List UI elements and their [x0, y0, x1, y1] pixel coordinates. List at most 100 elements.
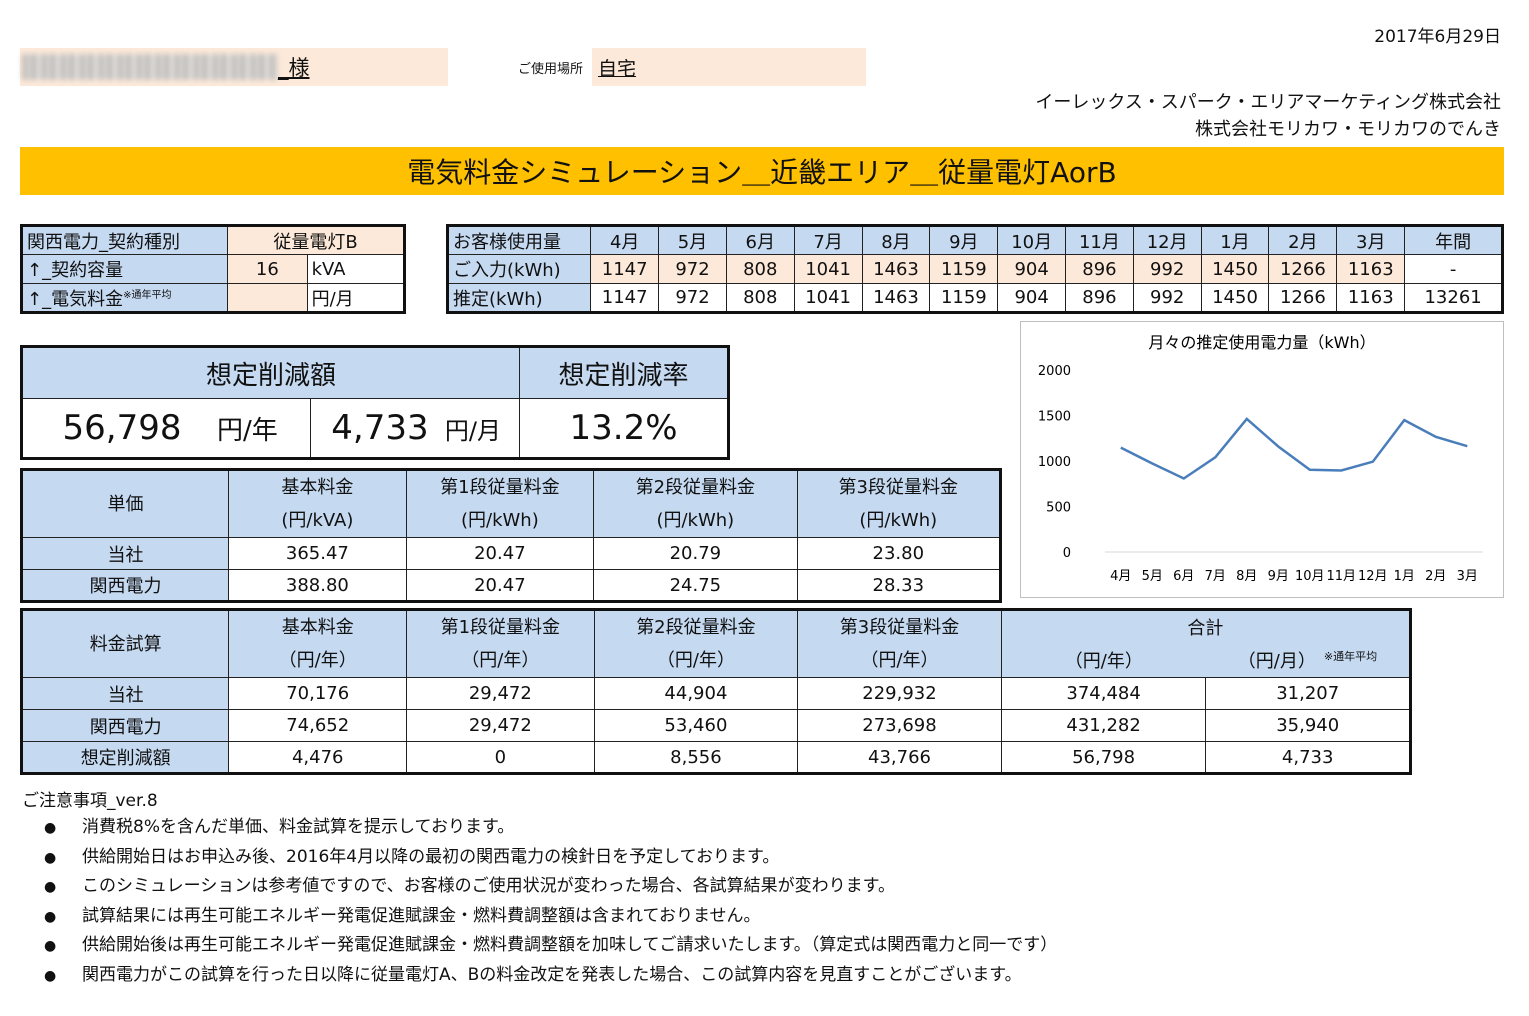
unit-price-header: 単価	[20, 469, 230, 538]
fee-total-year-unit: （円/年）	[1000, 643, 1206, 678]
company-name-1: イーレックス・スパーク・エリアマーケティング株式会社	[1035, 92, 1501, 113]
usage-estimate-cell: 1163	[1336, 283, 1406, 313]
bullet-icon: ●	[44, 908, 57, 925]
savings-yearly-unit: 円/年	[217, 416, 278, 446]
unit-price-row-label: 当社	[20, 537, 230, 570]
usage-month-header: 6月	[725, 225, 795, 255]
unit-price-cell: 20.47	[405, 537, 595, 570]
fee-col-unit: （円/年）	[656, 650, 735, 671]
fee-table: 料金試算 基本料金 （円/年） 第1段従量料金 （円/年） 第2段従量料金 （円/年）…	[20, 608, 1412, 775]
fee-col-name: 基本料金	[281, 617, 354, 638]
usage-estimate-cell: 1450	[1200, 283, 1270, 313]
usage-input-cell: 1163	[1336, 254, 1406, 284]
unit-price-col-header: 第2段従量料金 (円/kWh)	[593, 469, 798, 538]
customer-name-redacted	[22, 54, 278, 80]
unit-price-col-unit: (円/kWh)	[656, 510, 735, 531]
fee-cell: 35,940	[1205, 709, 1411, 742]
contract-capacity-label: ↑_契約容量	[20, 254, 229, 284]
usage-input-cell: 1463	[861, 254, 931, 284]
usage-input-cell: 1041	[793, 254, 863, 284]
usage-month-header: 11月	[1065, 225, 1134, 255]
usage-estimate-cell: 1041	[793, 283, 863, 313]
chart-series-line	[1120, 417, 1468, 480]
note-item: ● このシミュレーションは参考値ですので、お客様のご使用状況が変わった場合、各試算…	[44, 871, 895, 896]
note-text: 関西電力がこの試算を行った日以降に従量電灯A、Bの料金改定を発表した場合、この試…	[82, 964, 1022, 985]
contract-capacity-unit: kVA	[306, 254, 406, 284]
fee-col-name: 第2段従量料金	[636, 617, 756, 638]
place-value: 自宅	[598, 58, 637, 80]
contract-type-value: 従量電灯B	[227, 225, 405, 255]
savings-yearly-cell: 56,798 円/年	[21, 398, 311, 459]
note-text: 供給開始日はお申込み後、2016年4月以降の最初の関西電力の検針日を予定しており…	[82, 846, 780, 867]
usage-estimate-cell: 992	[1132, 283, 1202, 313]
usage-estimate-cell: 1159	[929, 283, 999, 313]
fee-cell: 31,207	[1205, 677, 1411, 710]
chart-svg: 月々の推定使用電力量（kWh） 2000 1500 1000 500 0 4月 5月 6月 7…	[1038, 333, 1483, 584]
note-text: 供給開始後は再生可能エネルギー発電促進賦課金・燃料費調整額を加味してご請求いたし…	[82, 935, 1058, 955]
usage-input-cell: 1159	[929, 254, 999, 284]
unit-price-row-label: 関西電力	[20, 569, 230, 602]
place-box	[592, 48, 866, 86]
contract-fee-label-cell: ↑_電気料金※通年平均	[20, 283, 229, 313]
usage-input-annual: -	[1404, 254, 1503, 284]
chart-x-tick-label: 6月	[1173, 569, 1194, 584]
unit-price-table: 単価 基本料金 (円/kVA) 第1段従量料金 (円/kWh) 第2段従量料金 (円/kW…	[20, 468, 1002, 603]
usage-estimate-annual: 13261	[1404, 283, 1503, 313]
usage-month-header: 7月	[793, 225, 863, 255]
usage-input-cell: 896	[1065, 254, 1134, 284]
usage-month-header: 8月	[861, 225, 931, 255]
bullet-icon: ●	[44, 820, 57, 836]
fee-col-unit: （円/年）	[860, 650, 939, 671]
chart-x-tick-label: 10月	[1295, 569, 1325, 584]
monthly-usage-chart: 月々の推定使用電力量（kWh） 2000 1500 1000 500 0 4月 5月 6月 7…	[1020, 321, 1504, 598]
fee-cell: 70,176	[228, 677, 408, 710]
contract-fee-label: ↑_電気料金	[27, 288, 124, 310]
usage-month-header: 10月	[997, 225, 1067, 255]
fee-row-label: 想定削減額	[20, 741, 230, 774]
note-item: ● 関西電力がこの試算を行った日以降に従量電灯A、Bの料金改定を発表した場合、この…	[44, 960, 1022, 985]
fee-col-basic: 基本料金 （円/年）	[228, 609, 408, 678]
fee-cell: 431,282	[1000, 709, 1207, 742]
usage-estimate-cell: 904	[997, 283, 1067, 313]
usage-input-cell: 1147	[590, 254, 660, 284]
usage-input-cell: 992	[1132, 254, 1202, 284]
unit-price-cell: 28.33	[796, 569, 1002, 602]
fee-col-unit: （円/年）	[278, 650, 357, 671]
contract-fee-unit: 円/月	[306, 283, 406, 313]
place-label: ご使用場所	[518, 62, 584, 77]
unit-price-row: 当社 365.47 20.47 20.79 23.80	[20, 537, 1002, 570]
contract-fee-note: ※通年平均	[123, 289, 172, 301]
usage-input-cell: 904	[997, 254, 1067, 284]
usage-estimate-cell: 896	[1065, 283, 1134, 313]
note-text: このシミュレーションは参考値ですので、お客様のご使用状況が変わった場合、各試算結…	[82, 876, 895, 896]
fee-row-label: 関西電力	[20, 709, 230, 742]
unit-price-row: 関西電力 388.80 20.47 24.75 28.33	[20, 569, 1002, 602]
chart-y-tick-label: 1000	[1038, 455, 1071, 470]
usage-estimate-cell: 1147	[590, 283, 660, 313]
savings-monthly-value: 4,733	[331, 408, 429, 448]
notes-title: ご注意事項_ver.8	[22, 791, 158, 811]
bullet-icon: ●	[44, 967, 57, 984]
fee-cell: 29,472	[406, 677, 595, 710]
unit-price-col-header: 第1段従量料金 (円/kWh)	[405, 469, 595, 538]
fee-row: 想定削減額 4,476 0 8,556 43,766 56,798 4,733	[20, 741, 1411, 774]
usage-month-header: 9月	[929, 225, 999, 255]
savings-table: 想定削減額 想定削減率 56,798 円/年 4,733 円/月 13.2%	[20, 345, 730, 460]
fee-row: 当社 70,176 29,472 44,904 229,932 374,484 31,207	[20, 677, 1411, 710]
unit-price-cell: 365.47	[228, 537, 407, 570]
unit-price-col-unit: (円/kVA)	[281, 510, 354, 531]
fee-col-unit: （円/年）	[461, 650, 540, 671]
usage-estimate-cell: 1266	[1268, 283, 1338, 313]
chart-x-tick-label: 5月	[1142, 569, 1163, 584]
usage-month-header: 12月	[1132, 225, 1202, 255]
usage-input-cell: 972	[658, 254, 727, 284]
note-text: 試算結果には再生可能エネルギー発電促進賦課金・燃料費調整額は含まれておりません。	[82, 905, 761, 926]
chart-x-tick-label: 11月	[1326, 569, 1356, 584]
unit-price-col-name: 第1段従量料金	[440, 477, 560, 498]
chart-x-tick-label: 4月	[1110, 569, 1131, 584]
fee-cell: 43,766	[797, 741, 1002, 774]
fee-col-tier1: 第1段従量料金 （円/年）	[406, 609, 595, 678]
unit-price-cell: 20.47	[405, 569, 595, 602]
chart-x-tick-label: 12月	[1358, 569, 1388, 584]
chart-y-tick-label: 1500	[1038, 410, 1071, 425]
